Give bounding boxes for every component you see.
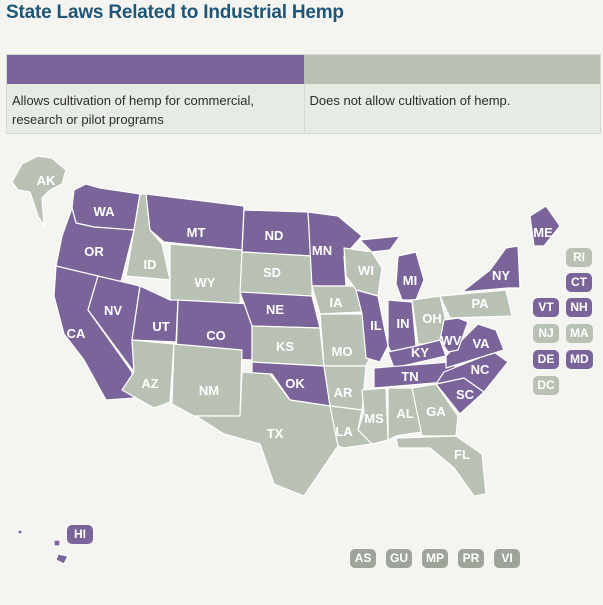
state-or[interactable] — [55, 207, 135, 287]
state-chip-dc[interactable]: DC — [533, 376, 559, 395]
state-label-id: ID — [144, 257, 157, 272]
state-label-mo: MO — [332, 344, 353, 359]
state-me[interactable] — [529, 205, 561, 247]
state-label-sd: SD — [263, 265, 281, 280]
legend-not-allowed: Does not allow cultivation of hemp. — [303, 55, 600, 133]
state-il[interactable] — [355, 289, 389, 363]
state-label-ca: CA — [67, 326, 86, 341]
state-chip-ct[interactable]: CT — [566, 273, 592, 292]
state-fl[interactable] — [395, 435, 487, 497]
state-label-nd: ND — [265, 228, 284, 243]
state-chip-ri[interactable]: RI — [566, 248, 592, 267]
state-label-nm: NM — [199, 383, 219, 398]
state-label-ms: MS — [364, 411, 384, 426]
territory-chip-pr[interactable]: PR — [458, 549, 484, 568]
legend-not-allowed-label: Does not allow cultivation of hemp. — [303, 84, 600, 133]
state-chip-md[interactable]: MD — [566, 350, 593, 369]
state-ny[interactable] — [461, 245, 521, 293]
state-label-tx: TX — [267, 426, 284, 441]
state-tx[interactable] — [195, 371, 339, 497]
territory-chip-gu[interactable]: GU — [386, 549, 412, 568]
state-label-fl: FL — [454, 447, 470, 462]
state-label-il: IL — [370, 318, 382, 333]
territory-chip-as[interactable]: AS — [350, 549, 376, 568]
state-label-mn: MN — [312, 243, 332, 258]
legend-allows-swatch — [7, 55, 304, 84]
legend-allows-label: Allows cultivation of hemp for commercia… — [7, 84, 304, 133]
state-ms[interactable] — [357, 387, 389, 445]
state-label-ga: GA — [426, 404, 446, 419]
state-label-me: ME — [533, 225, 553, 240]
state-label-mi: MI — [403, 273, 417, 288]
state-wy[interactable] — [169, 243, 243, 305]
state-label-ok: OK — [285, 376, 305, 391]
territory-chip-vi[interactable]: VI — [494, 549, 520, 568]
state-label-oh: OH — [422, 311, 442, 326]
state-ga[interactable] — [411, 383, 459, 437]
state-label-az: AZ — [141, 376, 158, 391]
state-label-in: IN — [397, 316, 410, 331]
state-chip-ma[interactable]: MA — [566, 324, 593, 343]
state-label-pa: PA — [471, 296, 489, 311]
state-label-or: OR — [84, 244, 104, 259]
state-label-ks: KS — [276, 339, 294, 354]
state-label-ut: UT — [152, 319, 169, 334]
state-al[interactable] — [387, 387, 423, 441]
state-pa[interactable] — [439, 289, 513, 319]
state-va[interactable] — [445, 323, 505, 369]
state-chip-hi[interactable]: HI — [67, 525, 93, 544]
state-mt[interactable] — [145, 193, 245, 251]
state-chip-vt[interactable]: VT — [533, 298, 559, 317]
state-nm[interactable] — [171, 343, 243, 417]
state-label-mt: MT — [187, 225, 206, 240]
legend-allows: Allows cultivation of hemp for commercia… — [7, 55, 304, 133]
territory-chip-mp[interactable]: MP — [422, 549, 448, 568]
state-label-sc: SC — [456, 387, 475, 402]
state-label-la: LA — [335, 424, 353, 439]
state-label-nc: NC — [471, 362, 490, 377]
legend: Allows cultivation of hemp for commercia… — [6, 54, 601, 134]
state-label-ne: NE — [266, 302, 284, 317]
state-label-al: AL — [396, 406, 413, 421]
state-label-ia: IA — [330, 295, 344, 310]
state-chip-de[interactable]: DE — [533, 350, 559, 369]
state-label-wi: WI — [358, 263, 374, 278]
state-mo[interactable] — [319, 313, 373, 367]
state-label-wv: WV — [441, 333, 462, 348]
state-ak[interactable] — [11, 155, 67, 227]
state-wv[interactable] — [439, 317, 469, 353]
state-label-ny: NY — [492, 268, 510, 283]
state-chip-nh[interactable]: NH — [566, 298, 592, 317]
state-label-nv: NV — [104, 303, 122, 318]
state-label-ak: AK — [37, 173, 56, 188]
state-label-tn: TN — [401, 369, 418, 384]
state-label-wa: WA — [94, 204, 116, 219]
state-label-ar: AR — [334, 385, 353, 400]
page-title: State Laws Related to Industrial Hemp — [6, 2, 344, 23]
legend-not-allowed-swatch — [303, 55, 600, 84]
state-label-va: VA — [472, 336, 490, 351]
state-ky[interactable] — [387, 339, 447, 369]
state-hi[interactable] — [17, 529, 69, 565]
state-label-wy: WY — [195, 275, 216, 290]
state-label-ky: KY — [411, 345, 429, 360]
state-label-co: CO — [206, 328, 226, 343]
state-chip-nj[interactable]: NJ — [533, 324, 559, 343]
